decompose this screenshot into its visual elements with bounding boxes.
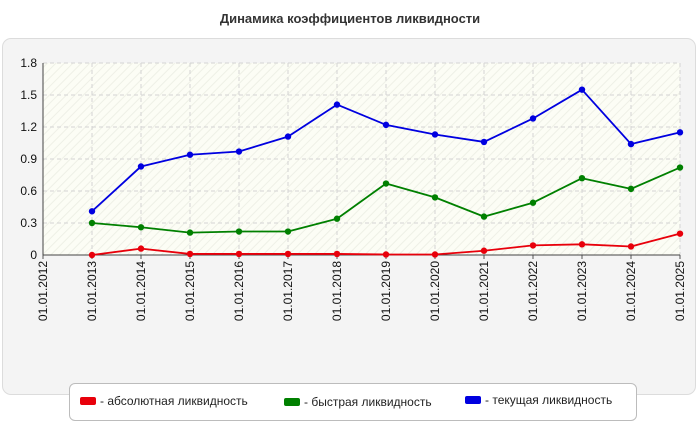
x-tick-label: 01.01.2025 <box>673 261 687 321</box>
x-tick-label: 01.01.2018 <box>330 261 344 321</box>
data-point <box>529 242 537 249</box>
line-chart: 0 0.3 0.6 0.9 1.2 1.5 1.8 01.01.2012 01.01.2013 0… <box>20 56 687 321</box>
data-point <box>235 228 243 235</box>
y-tick-label: 1.8 <box>20 56 37 70</box>
series-layer <box>88 86 684 259</box>
x-tick-label: 01.01.2016 <box>232 261 246 321</box>
data-point <box>627 140 635 148</box>
data-point <box>529 115 537 122</box>
chart-panel: 0 0.3 0.6 0.9 1.2 1.5 1.8 01.01.2012 01.01.2013 0… <box>2 38 696 421</box>
x-tick-label: 01.01.2014 <box>134 261 148 321</box>
data-point <box>431 251 439 258</box>
data-point <box>235 250 243 258</box>
data-point <box>333 101 341 108</box>
data-point <box>186 151 194 158</box>
axis-layer: 0 0.3 0.6 0.9 1.2 1.5 1.8 01.01.2012 01.01.2013 0… <box>20 56 687 321</box>
data-point <box>235 148 243 155</box>
data-point <box>627 185 635 193</box>
data-point <box>578 175 586 182</box>
y-tick-label: 1.2 <box>20 120 37 134</box>
data-point <box>333 250 341 258</box>
data-point <box>382 251 390 258</box>
y-tick-label: 0 <box>30 248 37 262</box>
x-tick-label: 01.01.2022 <box>526 261 540 321</box>
data-point <box>88 219 96 227</box>
data-point <box>676 230 684 237</box>
data-point <box>284 250 292 258</box>
data-point <box>431 131 439 138</box>
data-point <box>284 133 292 140</box>
data-point <box>529 199 537 206</box>
chart-title: Динамика коэффициентов ликвидности <box>219 11 481 26</box>
data-point <box>333 215 341 222</box>
y-tick-label: 0.9 <box>20 152 37 166</box>
legend-item-absolute: - абсолютная ликвидность <box>80 394 248 408</box>
grid-layer <box>43 62 681 255</box>
x-tick-label: 01.01.2023 <box>575 261 589 321</box>
y-tick-label: 0.6 <box>20 184 37 198</box>
data-point <box>431 194 439 201</box>
x-tick-label: 01.01.2013 <box>85 261 99 321</box>
x-tick-label: 01.01.2024 <box>624 261 638 321</box>
x-tick-label: 01.01.2015 <box>183 261 197 321</box>
legend: - абсолютная ликвидность - быстрая ликви… <box>69 383 637 421</box>
y-tick-label: 1.5 <box>20 88 37 102</box>
legend-label-quick: - быстрая ликвидность <box>304 395 432 409</box>
x-tick-label: 01.01.2012 <box>36 261 50 321</box>
data-point <box>186 229 194 236</box>
legend-item-current: - текущая ликвидность <box>465 393 612 407</box>
data-point <box>88 251 96 259</box>
data-point <box>627 243 635 250</box>
x-tick-label: 01.01.2021 <box>477 261 491 321</box>
data-point <box>284 228 292 235</box>
data-point <box>382 180 390 187</box>
legend-item-quick: - быстрая ликвидность <box>284 395 432 409</box>
legend-swatch-absolute <box>80 397 96 405</box>
data-point <box>578 86 586 93</box>
legend-label-absolute: - абсолютная ликвидность <box>100 394 248 408</box>
data-point <box>578 241 586 248</box>
data-point <box>480 247 488 254</box>
legend-swatch-current <box>465 396 481 404</box>
data-point <box>137 245 145 252</box>
legend-label-current: - текущая ликвидность <box>485 393 613 407</box>
data-point <box>137 163 145 170</box>
data-point <box>88 208 96 215</box>
legend-swatch-quick <box>284 398 300 406</box>
x-tick-label: 01.01.2020 <box>428 261 442 321</box>
data-point <box>480 213 488 220</box>
data-point <box>137 224 145 231</box>
x-tick-label: 01.01.2019 <box>379 261 393 321</box>
data-point <box>676 129 684 136</box>
data-point <box>676 164 684 171</box>
data-point <box>186 250 194 258</box>
x-tick-label: 01.01.2017 <box>281 261 295 321</box>
y-tick-label: 0.3 <box>20 216 37 230</box>
data-point <box>480 138 488 146</box>
data-point <box>382 121 390 129</box>
